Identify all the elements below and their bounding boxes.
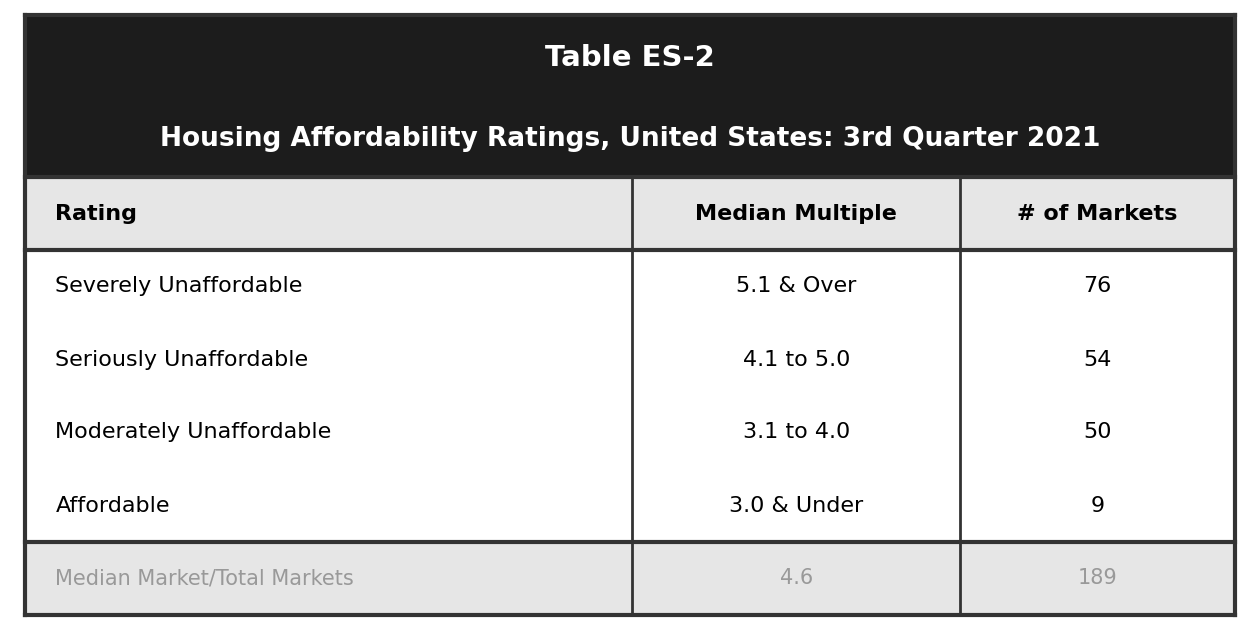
Text: Seriously Unaffordable: Seriously Unaffordable [55,350,309,369]
Bar [25,177,633,250]
Bar [25,542,633,615]
Text: Median Market/Total Markets: Median Market/Total Markets [55,568,354,588]
Text: Housing Affordability Ratings, United States: 3rd Quarter 2021: Housing Affordability Ratings, United St… [160,126,1100,153]
Bar [960,177,1235,250]
Bar [960,469,1235,542]
Text: Rating: Rating [55,203,137,224]
Text: Table ES-2: Table ES-2 [546,45,714,72]
Text: 5.1 & Over: 5.1 & Over [736,276,857,296]
Text: 50: 50 [1084,423,1111,443]
Bar [633,177,960,250]
Text: 4.6: 4.6 [780,568,813,588]
Text: 4.1 to 5.0: 4.1 to 5.0 [742,350,851,369]
Bar [633,323,960,396]
Text: 54: 54 [1084,350,1111,369]
Text: 9: 9 [1091,495,1105,516]
Bar [25,102,1235,177]
Bar [25,396,633,469]
Bar [633,396,960,469]
Bar [25,323,633,396]
Text: 3.0 & Under: 3.0 & Under [730,495,863,516]
Bar [960,323,1235,396]
Text: # of Markets: # of Markets [1018,203,1178,224]
Bar [960,250,1235,323]
Text: 189: 189 [1077,568,1118,588]
Bar [633,250,960,323]
Bar [25,469,633,542]
Bar [960,542,1235,615]
Bar [633,542,960,615]
Text: 3.1 to 4.0: 3.1 to 4.0 [742,423,851,443]
Text: 76: 76 [1084,276,1111,296]
Bar [960,396,1235,469]
Bar [633,469,960,542]
Text: Severely Unaffordable: Severely Unaffordable [55,276,302,296]
Bar [25,250,633,323]
Text: Affordable: Affordable [55,495,170,516]
Text: Moderately Unaffordable: Moderately Unaffordable [55,423,331,443]
Bar [25,15,1235,102]
Text: Median Multiple: Median Multiple [696,203,897,224]
